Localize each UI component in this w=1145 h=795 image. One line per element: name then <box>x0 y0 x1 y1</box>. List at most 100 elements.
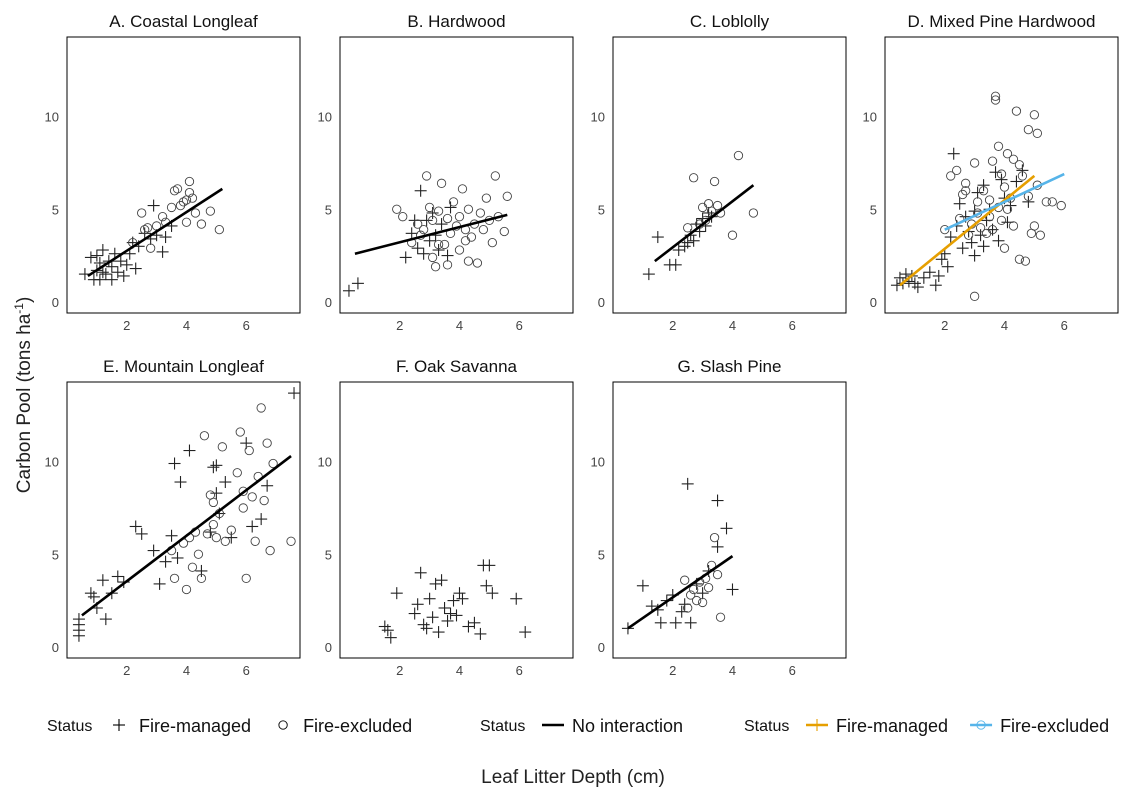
fire-excluded-point <box>226 525 236 535</box>
fire-managed-point <box>510 592 523 605</box>
panel-title: B. Hardwood <box>407 12 505 31</box>
y-tick-label: 0 <box>870 295 877 310</box>
fire-managed-point <box>210 487 223 500</box>
y-tick-label: 0 <box>52 640 59 655</box>
svg-text:Carbon Pool (tons ha-1): Carbon Pool (tons ha-1) <box>12 297 35 494</box>
fire-excluded-point <box>996 215 1007 226</box>
fire-excluded-point <box>181 584 192 595</box>
fit-line-no-interaction <box>87 187 224 278</box>
fire-managed-point <box>390 587 403 600</box>
fire-excluded-point <box>262 438 272 448</box>
fire-excluded-point <box>199 431 210 441</box>
fire-managed-point <box>207 461 220 474</box>
panel-mountain-longleaf: E. Mountain Longleaf 0 5 10 2 4 6 <box>45 357 301 678</box>
fire-managed-point <box>696 212 709 225</box>
fire-managed-point <box>426 611 439 624</box>
y-axis-label-close: ) <box>14 297 35 303</box>
fire-excluded-point <box>196 219 207 229</box>
fire-excluded-point <box>187 193 198 203</box>
fire-excluded-point <box>181 217 192 227</box>
fire-managed-point <box>435 574 448 587</box>
fire-excluded-point <box>398 212 408 222</box>
panel-title: A. Coastal Longleaf <box>109 12 258 31</box>
fire-excluded-point <box>232 468 242 478</box>
fire-excluded-point <box>502 191 512 201</box>
fire-excluded-point <box>1047 197 1057 207</box>
fire-excluded-point <box>178 197 189 207</box>
fire-managed-point <box>711 494 724 507</box>
y-tick-label: 0 <box>598 640 605 655</box>
fire-excluded-point <box>169 573 180 583</box>
fire-managed-point <box>381 624 394 637</box>
fire-managed-point <box>992 234 1005 247</box>
fire-excluded-point <box>418 224 429 235</box>
fire-managed-point <box>519 626 532 639</box>
fit-line-no-interaction <box>354 213 508 255</box>
fire-managed-point <box>96 574 109 587</box>
fire-managed-point <box>435 218 448 231</box>
fire-excluded-point <box>190 208 201 218</box>
fire-managed-point <box>911 281 924 294</box>
fire-excluded-point <box>466 232 477 242</box>
fire-excluded-point <box>184 187 195 198</box>
fire-managed-point <box>399 251 412 264</box>
fire-excluded-point <box>975 223 986 233</box>
y-tick-label: 10 <box>863 110 877 125</box>
fire-managed-point <box>93 273 106 286</box>
fire-excluded-point <box>1029 221 1040 231</box>
x-tick-label: 4 <box>729 663 736 678</box>
fire-excluded-point <box>238 486 248 496</box>
fire-excluded-point <box>392 204 402 214</box>
fire-excluded-point <box>996 169 1007 179</box>
fire-managed-point <box>944 231 957 244</box>
fire-excluded-point <box>436 178 447 188</box>
fire-excluded-point <box>1008 221 1019 231</box>
fire-managed-point <box>681 236 694 249</box>
legend-title: Status <box>744 718 789 735</box>
fit-line-no-interaction <box>654 184 755 263</box>
fire-excluded-point <box>487 237 497 248</box>
fire-managed-point <box>453 587 466 600</box>
panel-title: G. Slash Pine <box>678 357 782 376</box>
fire-excluded-point <box>439 239 450 250</box>
fire-excluded-point <box>202 529 213 539</box>
panel-frame <box>612 381 847 659</box>
fire-excluded-point <box>683 223 693 233</box>
fire-excluded-point <box>706 206 717 216</box>
fire-managed-point <box>720 522 733 535</box>
fire-excluded-point <box>205 206 216 216</box>
fire-excluded-point <box>689 584 699 595</box>
fire-excluded-point <box>990 91 1001 101</box>
fire-managed-point <box>917 271 930 284</box>
fire-excluded-point <box>703 582 714 593</box>
fire-excluded-point <box>993 141 1004 151</box>
fire-excluded-point <box>166 202 177 213</box>
fire-excluded-point <box>709 532 720 543</box>
fire-excluded-point <box>268 458 278 469</box>
fire-excluded-point <box>463 204 474 214</box>
fire-excluded-point <box>143 223 153 233</box>
fire-excluded-point <box>1029 110 1040 120</box>
fire-excluded-point <box>969 291 980 301</box>
fire-managed-point <box>261 479 274 492</box>
x-tick-label: 4 <box>456 663 463 678</box>
panel-frame <box>66 381 301 659</box>
fire-excluded-point <box>1041 197 1051 207</box>
fire-managed-point <box>923 266 936 279</box>
y-tick-label: 0 <box>598 295 605 310</box>
x-axis-label: Leaf Litter Depth (cm) <box>481 767 665 788</box>
fire-managed-point <box>210 459 223 472</box>
fire-excluded-point <box>1011 106 1022 116</box>
y-tick-label: 10 <box>45 110 59 125</box>
fire-managed-point <box>977 240 990 253</box>
x-tick-label: 2 <box>123 663 130 678</box>
legend-label: No interaction <box>572 716 683 736</box>
y-tick-label: 5 <box>598 202 605 217</box>
x-tick-label: 2 <box>123 318 130 333</box>
fire-managed-point <box>87 590 100 603</box>
fire-managed-point <box>156 245 169 258</box>
fire-excluded-point <box>1023 124 1034 135</box>
fire-managed-point <box>84 251 97 264</box>
fire-excluded-point <box>196 573 207 583</box>
x-tick-label: 2 <box>941 318 948 333</box>
